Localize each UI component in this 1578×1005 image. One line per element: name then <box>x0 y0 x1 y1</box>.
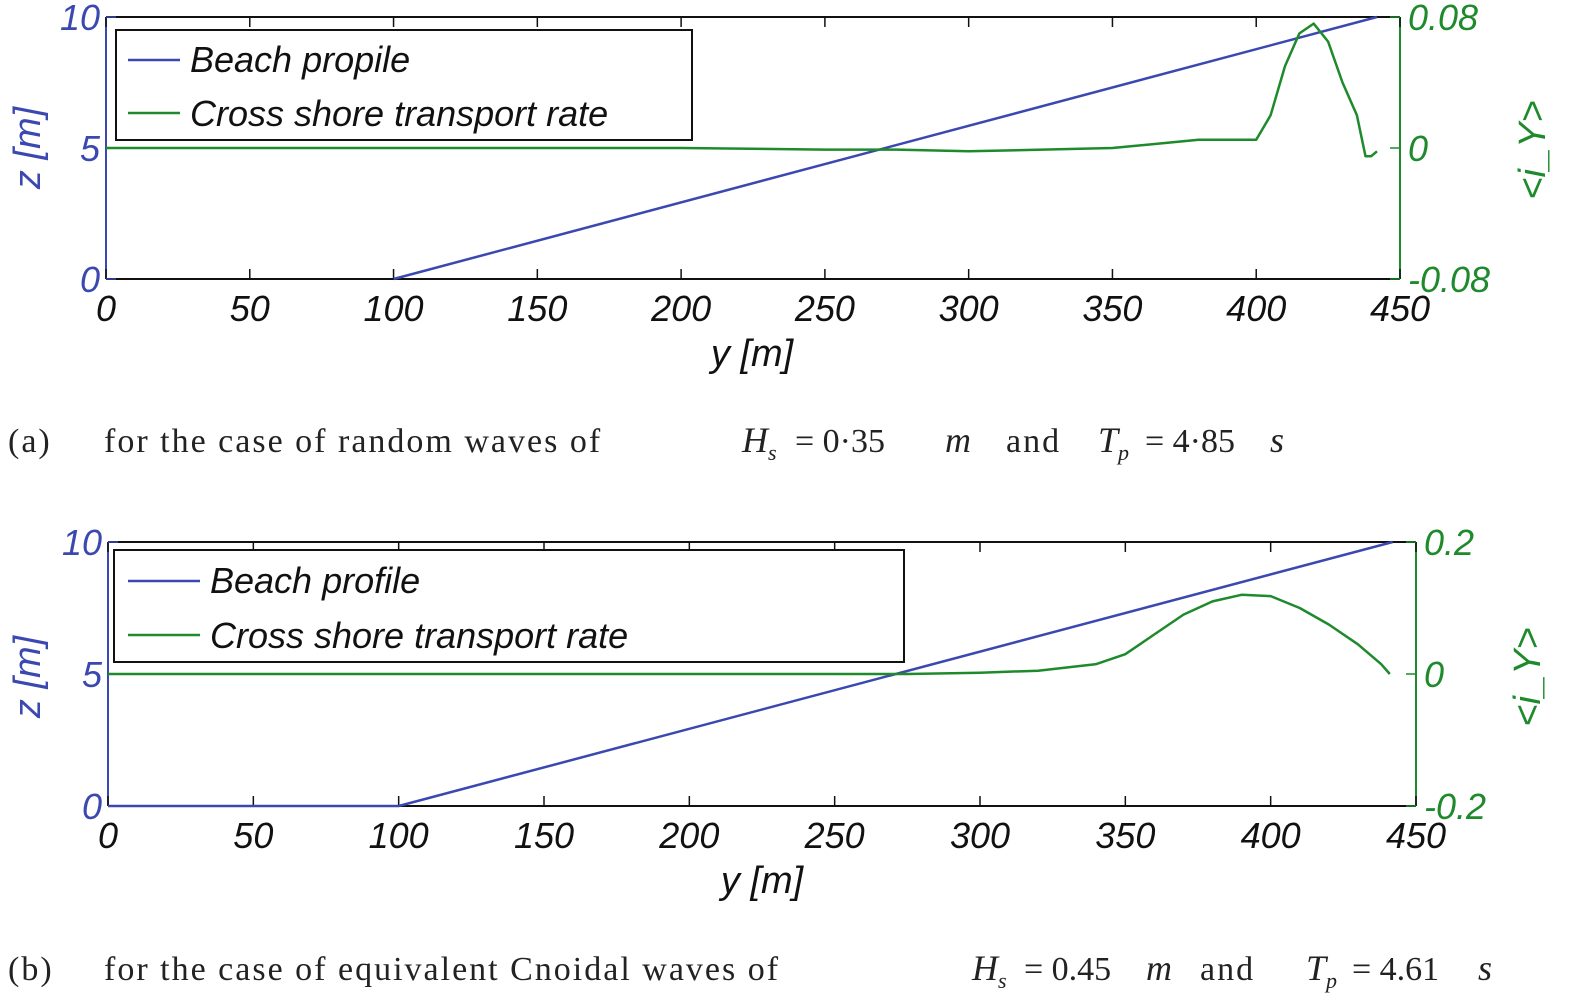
chart-b-caption-and: and <box>1200 951 1255 988</box>
chart-a-y-left-tick-label: 0 <box>80 259 100 300</box>
chart-a-x-tick-label: 250 <box>794 288 855 329</box>
chart-a-series <box>106 15 1378 281</box>
chart-a-series-transport-rate <box>106 22 1378 158</box>
chart-a-caption-label: (a) <box>8 423 52 460</box>
chart-a-x-tick-label: 300 <box>939 288 999 329</box>
chart-b-xlabel: y [m] <box>718 860 805 902</box>
chart-a-ylabel-right: <i_Y> <box>1512 100 1554 199</box>
chart-a-x-tick-label: 350 <box>1082 288 1142 329</box>
chart-a-axes: 0 50 100 150 200 250 300 350 400 450 0 5 10 -0.08 0 0.0… <box>60 0 1490 329</box>
chart-b-caption-label: (b) <box>8 951 54 988</box>
chart-b-x-tick-label: 450 <box>1386 815 1446 856</box>
chart-a-x-tick-label: 0 <box>96 288 116 329</box>
chart-a-x-tick-label: 200 <box>650 288 711 329</box>
chart-a-caption-hs-value: = 0·35 <box>795 423 885 460</box>
chart-a-y-left-tick-label: 5 <box>80 128 101 169</box>
chart-a-x-tick-label: 450 <box>1370 288 1430 329</box>
chart-a-legend-box <box>115 29 693 141</box>
chart-b-x-tick-label: 250 <box>804 815 865 856</box>
chart-b-y-right-tick-label: 0 <box>1424 654 1444 695</box>
chart-a-y-right-tick-label: 0 <box>1408 128 1428 169</box>
chart-a-xlabel: y [m] <box>708 333 795 375</box>
chart-a-ylabel-left: z [m] <box>7 105 49 190</box>
chart-a-caption-text: for the case of random waves of <box>104 423 602 460</box>
chart-b-x-tick-label: 150 <box>514 815 574 856</box>
chart-b-legend-transport: Cross shore transport rate <box>210 615 628 656</box>
chart-a-legend: Beach propile Cross shore transport rate <box>115 29 693 141</box>
chart-b-legend: Beach profile Cross shore transport rate <box>113 549 905 663</box>
chart-a-y-right-tick-label: -0.08 <box>1408 259 1490 300</box>
chart-b-x-tick-label: 0 <box>98 815 118 856</box>
chart-a-y-left-tick-label: 10 <box>60 0 100 38</box>
chart-b-caption-hs-value: = 0.45 <box>1024 951 1111 988</box>
chart-b-x-tick-label: 50 <box>233 815 273 856</box>
chart-panel-a: 0 50 100 150 200 250 300 350 400 450 0 5 10 -0.08 0 0.0… <box>7 0 1554 465</box>
chart-b-caption-tp-unit: s <box>1478 948 1492 988</box>
chart-b-ylabel-right: <i_Y> <box>1507 627 1549 726</box>
chart-b-x-tick-label: 100 <box>369 815 429 856</box>
chart-a-x-tick-label: 150 <box>507 288 567 329</box>
chart-b-y-right-tick-label: -0.2 <box>1424 786 1486 827</box>
chart-b-y-left-tick-label: 0 <box>82 786 102 827</box>
chart-a-caption-hs: Hs <box>741 420 777 465</box>
chart-b-caption-text: for the case of equivalent Cnoidal waves… <box>104 951 780 988</box>
chart-b-caption-tp-value: = 4.61 <box>1352 951 1439 988</box>
chart-b-x-tick-label: 300 <box>950 815 1010 856</box>
chart-b-svg: 0 50 100 150 200 250 300 350 400 4500510-0.200.2 … <box>7 522 1549 993</box>
chart-b-legend-profile: Beach profile <box>210 560 420 601</box>
chart-a-x-tick-label: 100 <box>364 288 424 329</box>
chart-a-x-tick-label: 400 <box>1226 288 1286 329</box>
chart-b-caption-tp: Tp <box>1306 948 1337 993</box>
chart-a-caption-tp: Tp <box>1098 420 1129 465</box>
chart-a-svg: 0 50 100 150 200 250 300 350 400 450 0 5 10 -0.08 0 0.0… <box>7 0 1554 465</box>
chart-b-x-tick-label: 200 <box>658 815 719 856</box>
chart-a-legend-profile: Beach propile <box>190 39 410 80</box>
chart-b-x-tick-label: 400 <box>1241 815 1301 856</box>
chart-a-caption-tp-value: = 4·85 <box>1145 423 1235 460</box>
chart-b-caption: (b) for the case of equivalent Cnoidal w… <box>8 948 1492 993</box>
chart-a-caption-tp-unit: s <box>1270 420 1284 460</box>
chart-b-caption-hs: Hs <box>971 948 1007 993</box>
chart-a-legend-transport: Cross shore transport rate <box>190 93 608 134</box>
chart-a-caption-hs-unit: m <box>945 420 971 460</box>
chart-a-caption: (a) for the case of random waves of Hs =… <box>8 420 1284 465</box>
chart-a-series-beach-profile <box>393 15 1378 281</box>
chart-b-series-transport-rate <box>108 593 1391 676</box>
chart-b-y-left-tick-label: 10 <box>62 522 102 563</box>
chart-b-series-beach-profile <box>108 540 1394 808</box>
chart-panel-b: 0 50 100 150 200 250 300 350 400 450 0 5 10 -0.2 0 0.2 … <box>0 510 1578 1005</box>
chart-b-y-right-tick-label: 0.2 <box>1424 522 1474 563</box>
chart-b-caption-hs-unit: m <box>1146 948 1172 988</box>
chart-b-series <box>108 540 1394 808</box>
chart-b-legend-box <box>113 549 905 663</box>
chart-a-caption-and: and <box>1006 423 1061 460</box>
chart-b-ylabel-left: z [m] <box>7 634 49 719</box>
chart-a-y-right-tick-label: 0.08 <box>1408 0 1478 38</box>
chart-a-x-tick-label: 50 <box>230 288 270 329</box>
chart-b-x-tick-label: 350 <box>1095 815 1155 856</box>
chart-b-y-left-tick-label: 5 <box>82 654 103 695</box>
